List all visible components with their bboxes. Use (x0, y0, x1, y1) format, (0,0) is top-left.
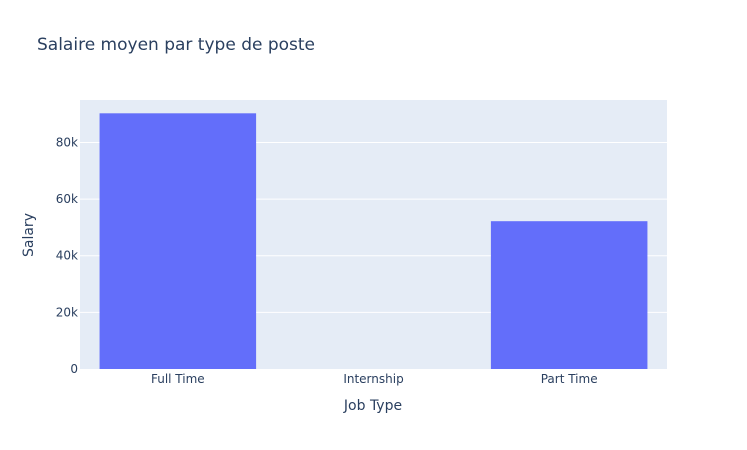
bar-full-time (99, 113, 257, 370)
y-axis-ticks: 0 20k 40k 60k 80k (56, 135, 78, 376)
x-tick-label: Full Time (151, 372, 205, 386)
y-tick-label: 20k (56, 305, 78, 319)
bars (99, 113, 648, 370)
y-tick-label: 80k (56, 135, 78, 149)
bar-part-time (490, 221, 648, 369)
x-axis-title: Job Type (343, 398, 402, 414)
y-axis-title: Salary (21, 213, 37, 257)
y-tick-label: 0 (70, 362, 78, 376)
y-tick-label: 40k (56, 249, 78, 263)
x-tick-label: Internship (343, 372, 403, 386)
chart-title: Salaire moyen par type de poste (37, 35, 315, 55)
y-tick-label: 60k (56, 192, 78, 206)
x-axis-ticks: Full Time Internship Part Time (151, 372, 598, 386)
x-tick-label: Part Time (541, 372, 598, 386)
